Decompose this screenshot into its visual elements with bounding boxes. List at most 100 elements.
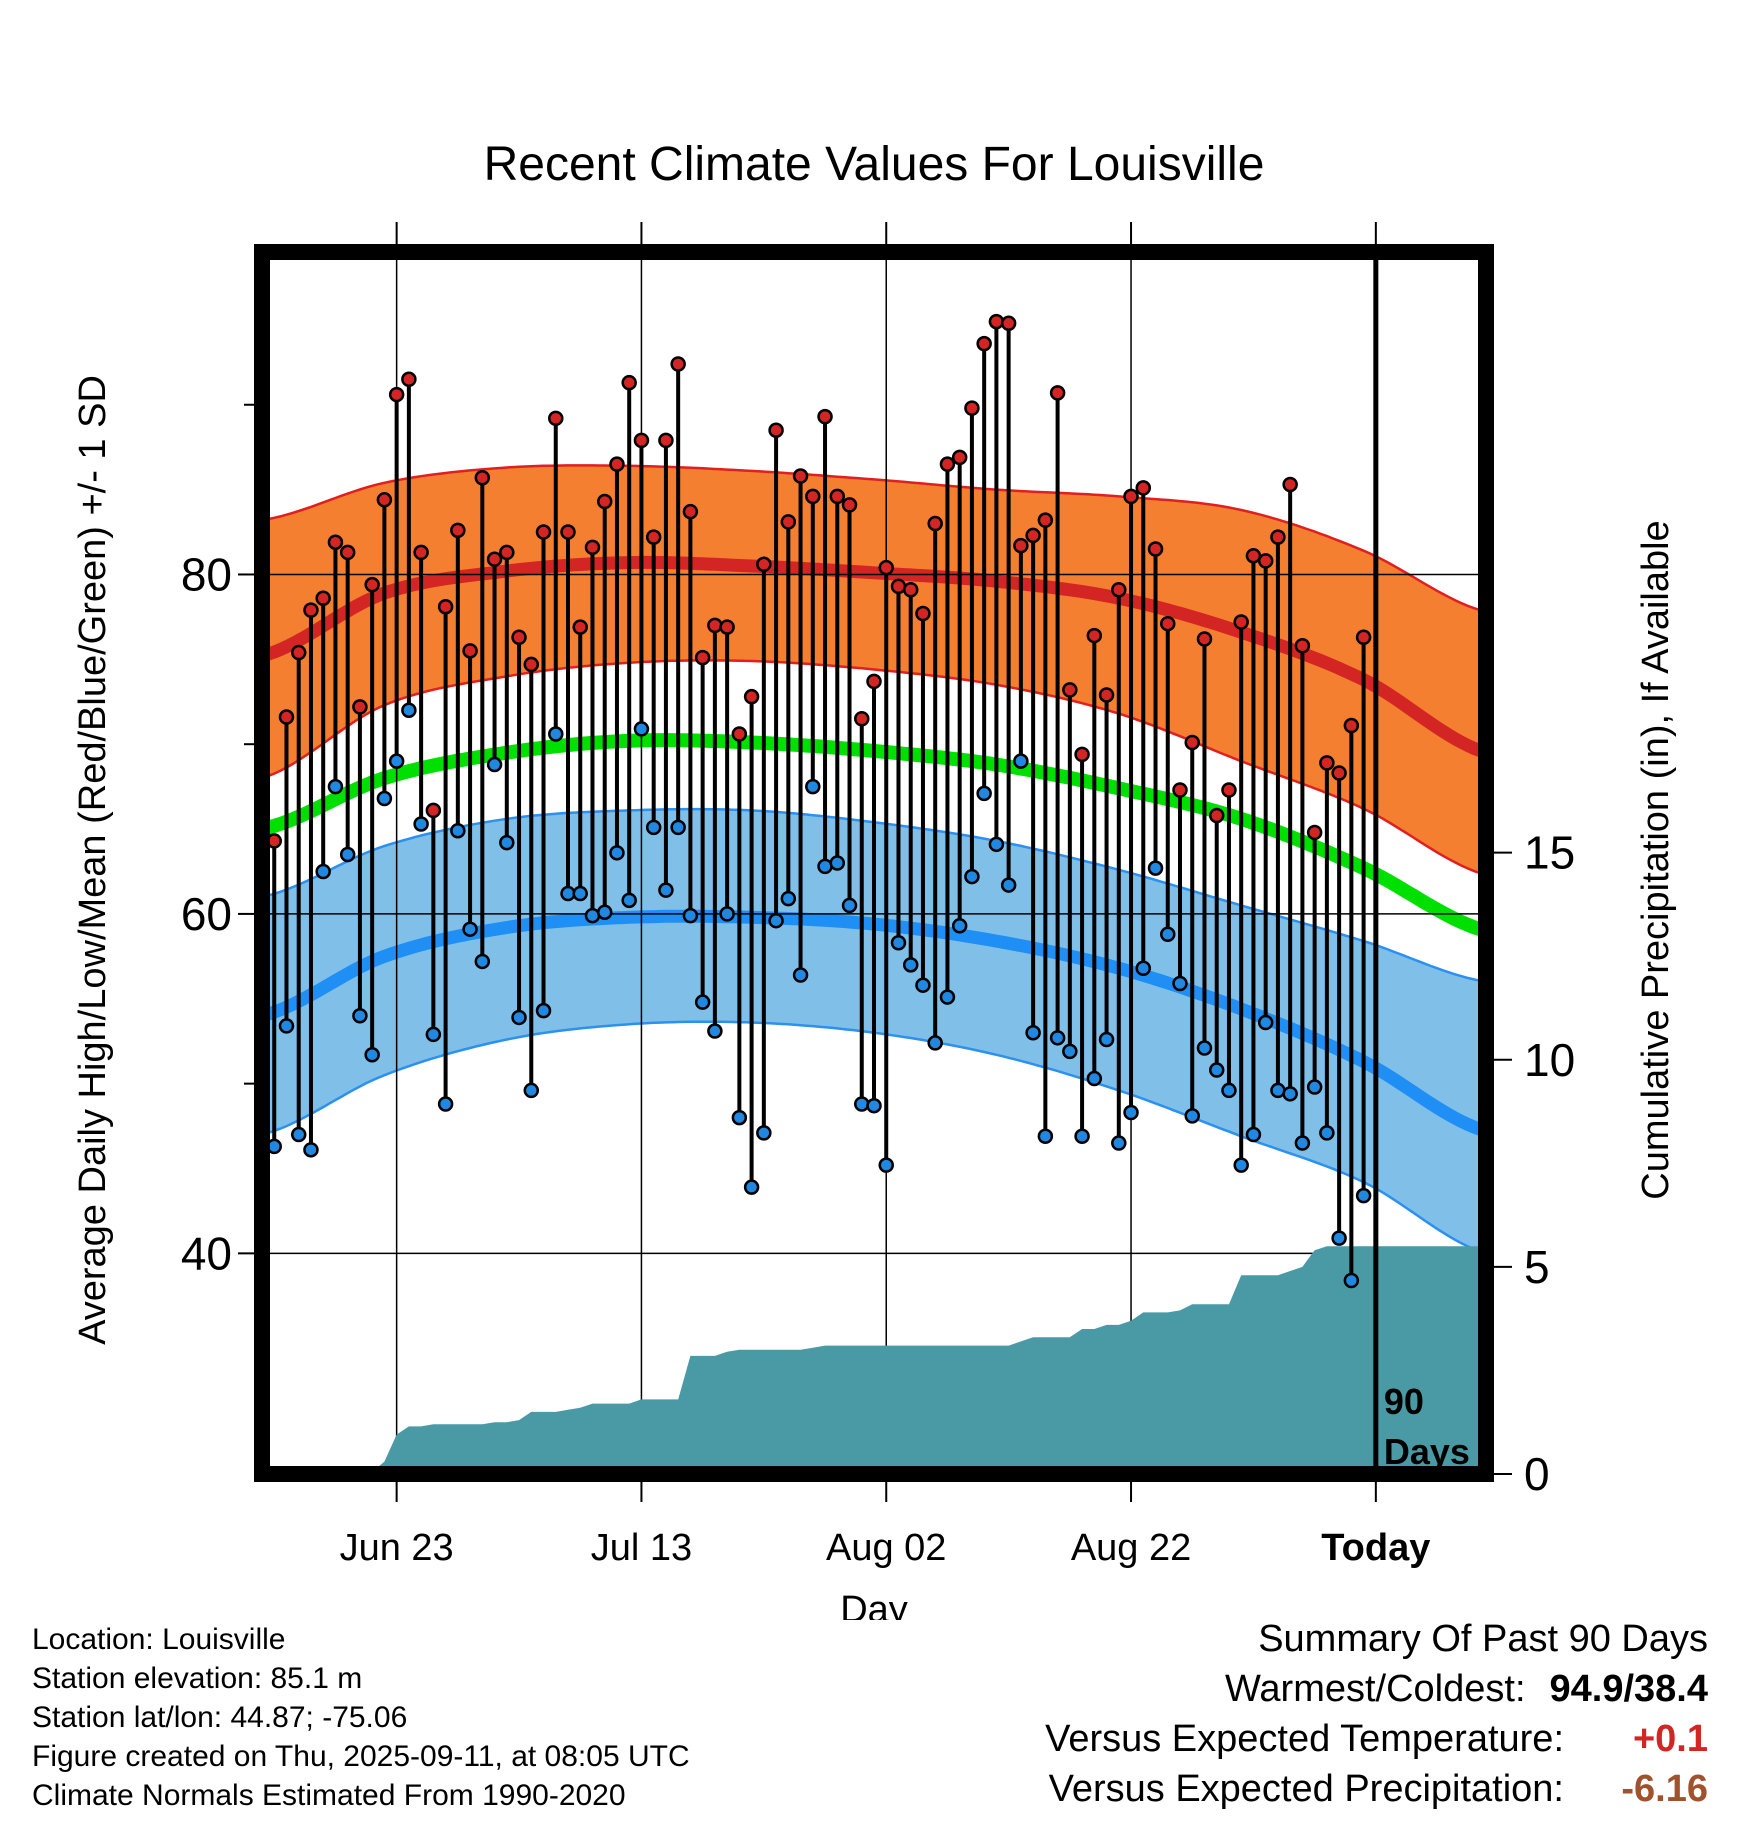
- daily-high-point: [1270, 529, 1286, 545]
- daily-high-point: [1025, 527, 1041, 544]
- daily-low-point: [878, 1157, 894, 1173]
- daily-low-point: [927, 1035, 943, 1051]
- daily-low-point: [768, 912, 784, 929]
- daily-low-point: [1208, 1062, 1225, 1078]
- daily-high-point: [780, 514, 797, 530]
- daily-high-point: [535, 524, 552, 540]
- daily-high-point: [621, 374, 637, 391]
- y2-tick-label: 10: [1524, 1034, 1575, 1086]
- daily-low-point: [1074, 1128, 1090, 1145]
- daily-high-point: [474, 469, 491, 486]
- daily-high-point: [548, 410, 564, 427]
- location-text: Location: Louisville: [32, 1623, 286, 1656]
- daily-low-point: [902, 957, 919, 973]
- warm-cold-label: Warmest/Coldest:: [1224, 1668, 1526, 1710]
- daily-high-point: [1086, 627, 1103, 644]
- daily-low-point: [854, 1096, 870, 1112]
- daily-high-point: [792, 468, 809, 484]
- daily-low-point: [915, 977, 931, 993]
- summary-panel: Summary Of Past 90 Days Warmest/Coldest:…: [1045, 1614, 1708, 1814]
- daily-high-point: [731, 726, 748, 742]
- daily-low-point: [988, 836, 1005, 853]
- created-text: Figure created on Thu, 2025-09-11, at 08…: [32, 1740, 690, 1773]
- normal-high-line: [262, 555, 1486, 759]
- daily-high-point: [1147, 541, 1164, 557]
- daily-high-point: [499, 544, 515, 561]
- daily-high-point: [633, 432, 650, 449]
- daily-low-point: [327, 778, 344, 795]
- daily-high-point: [694, 649, 711, 666]
- daily-low-point: [1172, 975, 1188, 992]
- daily-high-point: [1294, 638, 1311, 654]
- daily-high-point: [817, 408, 833, 425]
- precip-area: [274, 1246, 1486, 1474]
- daily-low-point: [450, 823, 466, 839]
- daily-high-point: [1221, 782, 1237, 798]
- daily-low-point: [1221, 1082, 1237, 1099]
- daily-high-point: [1135, 480, 1152, 496]
- daily-low-point: [694, 994, 711, 1010]
- daily-low-point: [1000, 877, 1017, 893]
- daily-high-point: [511, 629, 527, 646]
- daily-low-point: [584, 907, 601, 924]
- daily-high-point: [486, 551, 503, 567]
- daily-low-point: [548, 726, 564, 742]
- daily-low-point: [1123, 1104, 1139, 1121]
- daily-high-point: [658, 432, 674, 449]
- y2-tick-label: 15: [1524, 827, 1575, 879]
- daily-low-point: [633, 721, 650, 737]
- daily-low-point: [1086, 1070, 1103, 1087]
- x-tick-label: Aug 02: [826, 1527, 946, 1569]
- summary-warm-cold: Warmest/Coldest: 94.9/38.4: [1045, 1664, 1708, 1714]
- high-sd-lower-edge: [262, 659, 1486, 877]
- y-tick-label: 40: [181, 1227, 232, 1279]
- daily-low-point: [388, 753, 405, 769]
- daily-low-point: [401, 702, 417, 718]
- daily-low-point: [303, 1142, 319, 1158]
- daily-low-point: [805, 778, 821, 795]
- x-axis-label: Day: [840, 1589, 908, 1620]
- daily-low-point: [841, 897, 858, 914]
- daily-high-point: [927, 515, 943, 532]
- daily-high-point: [951, 449, 968, 466]
- daily-low-point: [780, 890, 797, 907]
- daily-low-point: [621, 892, 637, 909]
- daily-low-point: [866, 1097, 882, 1114]
- daily-high-point: [560, 524, 576, 540]
- daily-low-point: [1062, 1043, 1078, 1060]
- daily-low-point: [1111, 1135, 1127, 1151]
- daily-low-point: [1245, 1126, 1262, 1143]
- daily-high-point: [327, 534, 344, 550]
- daily-low-point: [976, 785, 992, 802]
- daily-high-point: [609, 456, 625, 472]
- daily-high-point: [290, 644, 307, 661]
- daily-low-point: [1282, 1086, 1298, 1102]
- daily-high-point: [1331, 765, 1347, 781]
- daily-low-point: [486, 756, 503, 773]
- daily-high-point: [707, 617, 723, 634]
- daily-high-point: [670, 356, 686, 372]
- daily-low-point: [437, 1096, 454, 1112]
- daily-low-point: [1355, 1187, 1372, 1204]
- daily-low-point: [707, 1023, 723, 1039]
- daily-high-point: [364, 576, 380, 593]
- station-info: Location: Louisville Station elevation: …: [32, 1620, 690, 1815]
- daily-high-point: [890, 578, 907, 595]
- daily-low-point: [1147, 860, 1164, 876]
- daily-low-point: [1257, 1014, 1274, 1031]
- temp-label: Versus Expected Temperature:: [1045, 1718, 1564, 1760]
- daily-low-point: [609, 845, 625, 861]
- daily-high-point: [425, 802, 442, 819]
- x-tick-label: Aug 22: [1071, 1527, 1191, 1569]
- daily-low-point: [364, 1047, 380, 1063]
- daily-high-point: [1208, 807, 1225, 824]
- daily-low-point: [670, 819, 686, 836]
- daily-high-point: [915, 605, 931, 622]
- daily-high-point: [1282, 476, 1298, 493]
- daily-high-point: [401, 371, 417, 388]
- precip-label: Versus Expected Precipitation:: [1048, 1768, 1564, 1810]
- daily-low-point: [719, 906, 735, 922]
- daily-high-point: [1123, 488, 1139, 505]
- daily-high-point: [1233, 614, 1249, 630]
- daily-low-point: [376, 790, 393, 807]
